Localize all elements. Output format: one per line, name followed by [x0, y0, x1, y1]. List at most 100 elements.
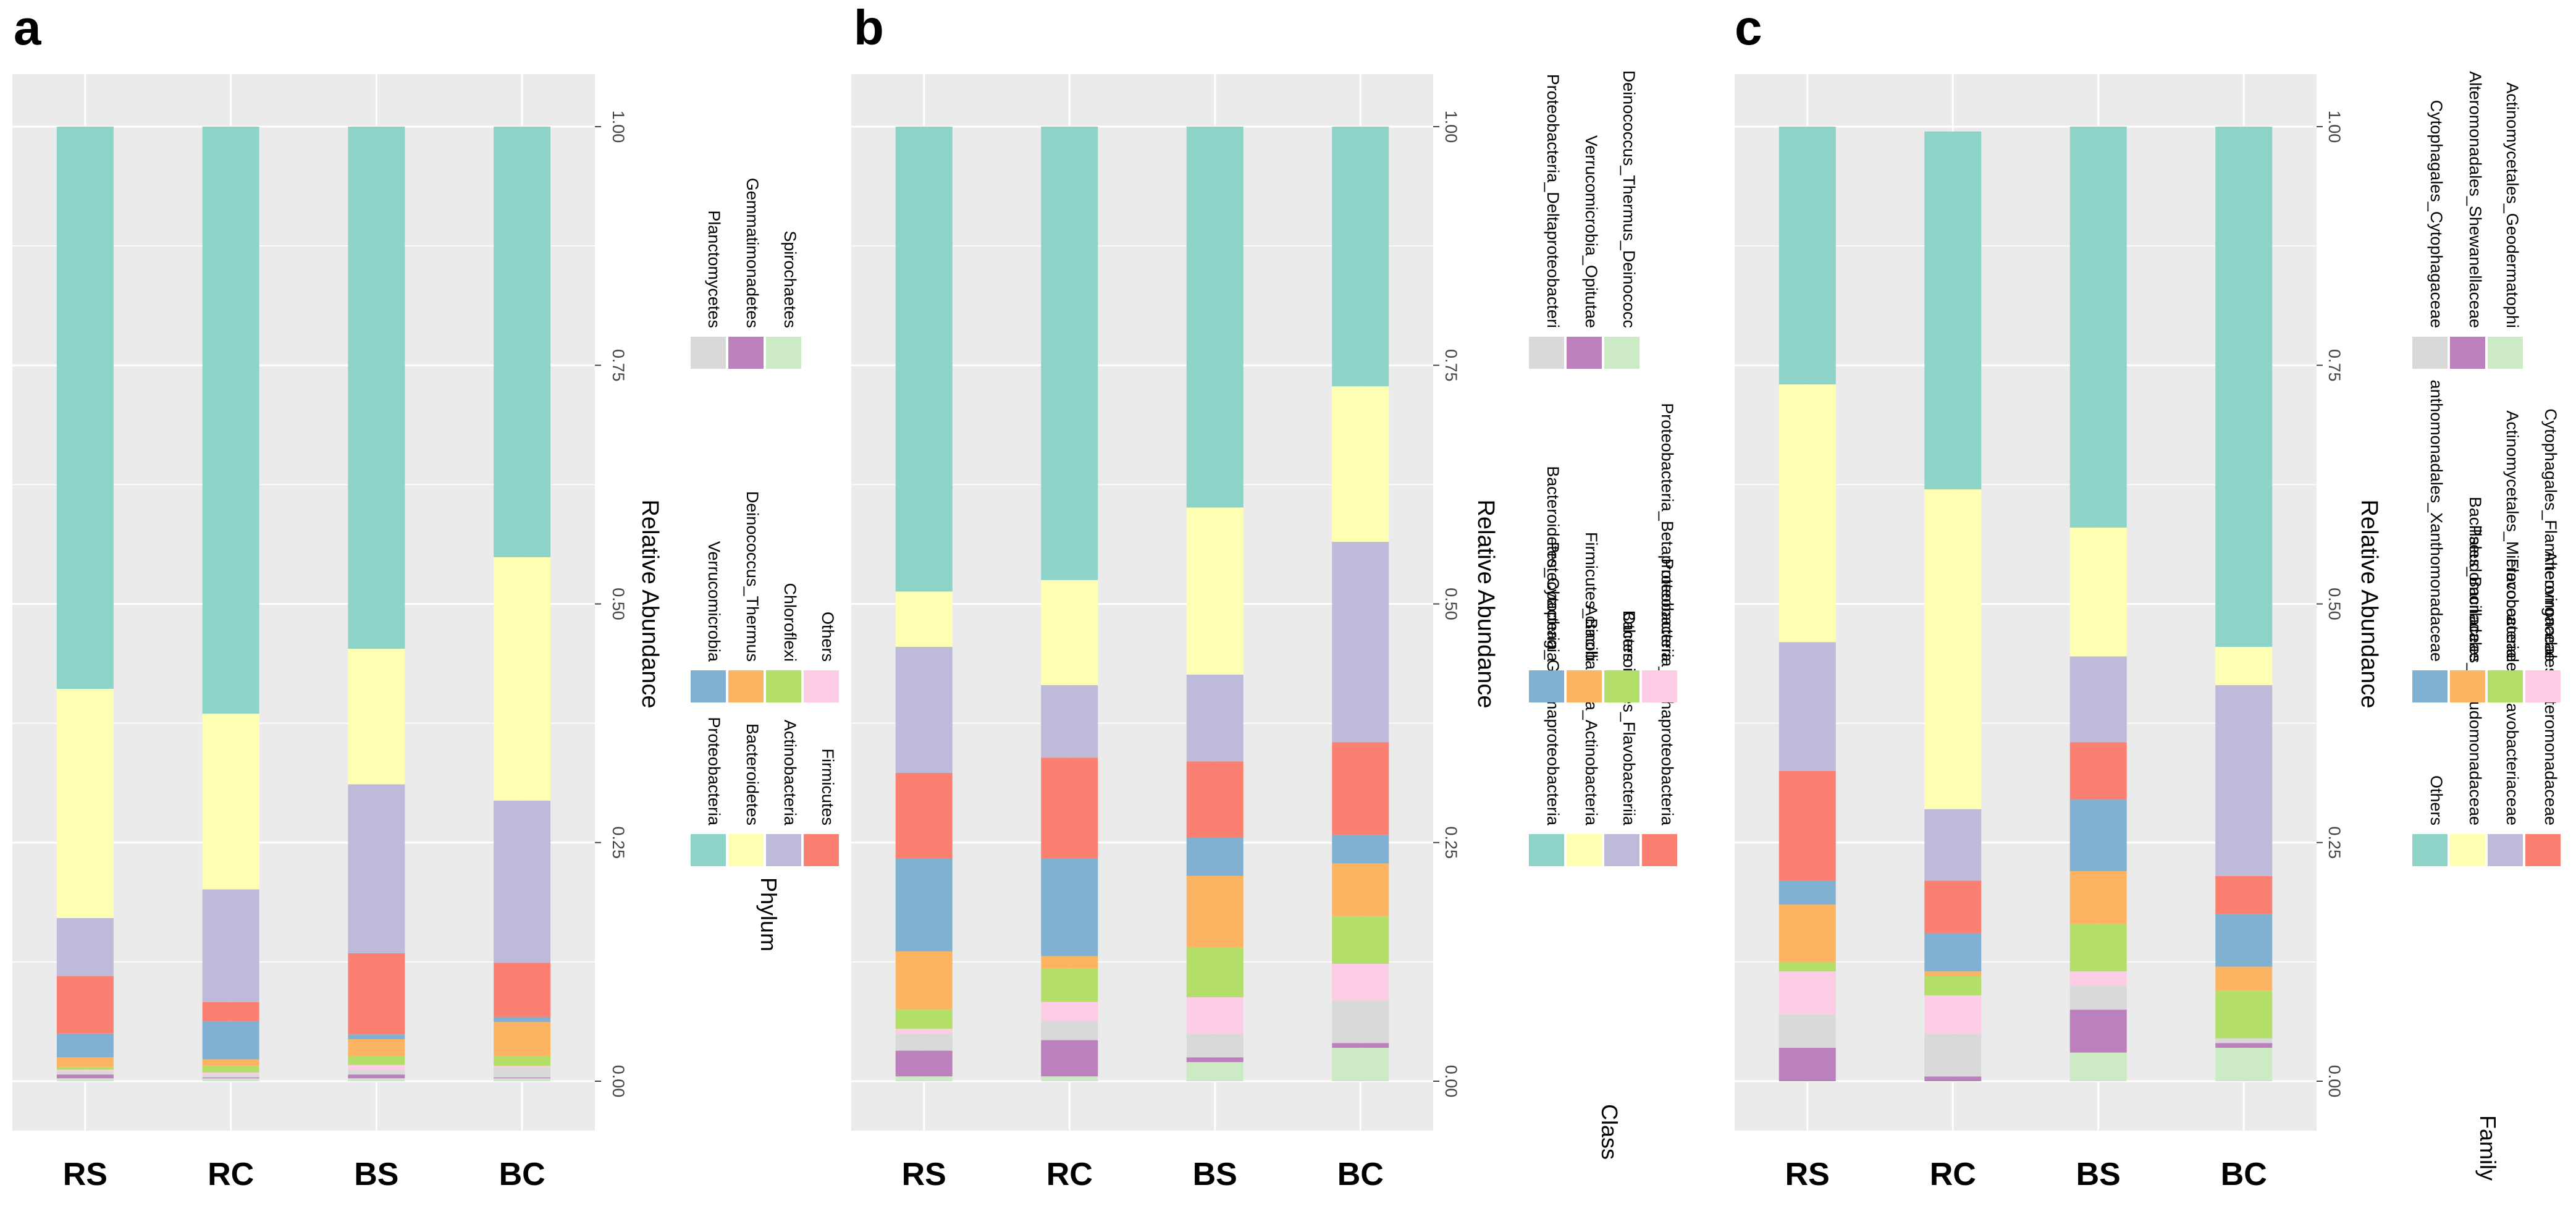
sample-label: BS [2076, 1157, 2121, 1192]
sample-label: BS [354, 1157, 398, 1192]
legend-swatch [728, 670, 764, 702]
bar-segment-RS-Cytophagales_Flammeovirgaceae [1778, 971, 1836, 1014]
y-axis-title: Relative Abundance [637, 499, 663, 708]
chart-panel-b: b RS RC BS BC 0.00 0.25 0.50 0.75 1.00 Relative Ab… [851, 0, 1677, 1192]
sample-label: RC [208, 1157, 254, 1192]
bar-segment-BC-Others [494, 1066, 551, 1068]
y-tick-label: 0.25 [2325, 826, 2344, 859]
y-tick-label: 1.00 [609, 111, 628, 143]
bar-segment-RS-Planctomycetes [56, 1071, 114, 1075]
bar-segment-RC-Deinococcus_Thermus [202, 1059, 259, 1066]
bar-segment-RC-Others [202, 1073, 259, 1075]
y-tick-label: 0.50 [609, 588, 628, 620]
legend-swatch [1604, 337, 1639, 369]
bar-segment-RS-Proteobacteria_Betaproteobacteria [895, 1029, 953, 1034]
legend-label: anthomonadales_Xanthomonadaceae [2427, 380, 2446, 662]
bar-segment-RC-Deinococcus_Thermus_Deinococci [1041, 1076, 1098, 1081]
bar-segment-RS-Others [56, 1069, 114, 1072]
legend-swatch [1642, 670, 1677, 702]
bar-segment-RS-Alteromonadales_Shewanellaceae [1778, 1047, 1836, 1081]
sample-label: BC [499, 1157, 545, 1192]
bar-segment-BC-Verrucomicrobia [494, 1017, 551, 1023]
bar-segment-RS-Flavobacteriales_Flavobacteriaceae [1778, 642, 1836, 771]
bar-segment-BC-Cytophagales_Cytophagaceae [2215, 1038, 2273, 1044]
bar-segment-RC-Gemmatimonadetes [202, 1077, 259, 1079]
bar-segment-BS-Cytophagales_Cytophagaceae [2069, 985, 2127, 1010]
bar-segment-RC-Others [1041, 968, 1098, 1002]
legend-label: Proteobacteria [705, 717, 723, 826]
bar-segment-BS-Verrucomicrobia_Opitutae [1186, 1057, 1244, 1063]
bar-segment-BC-Bacteroidetes [494, 557, 551, 801]
legend-swatch [1529, 834, 1564, 866]
bar-segment-RC-Cytophagales_Flammeovirgaceae [1924, 995, 1982, 1034]
y-axis-title: Relative Abundance [2356, 499, 2382, 708]
bar-segment-RC-Firmicutes_Bacilli [1041, 956, 1098, 969]
panel-label: b [854, 0, 884, 55]
legend-label: Others [1620, 612, 1638, 662]
legend-label: Actinobacteria [781, 720, 799, 826]
legend-swatch [2412, 834, 2448, 866]
bar-segment-BS-Actinobacteria [348, 784, 405, 953]
legend-swatch [2412, 337, 2448, 369]
y-tick-label: 0.50 [2325, 588, 2344, 620]
legend-swatch [1567, 337, 1602, 369]
bar-segment-RS-Actinomycetales_Micrococcaceae [1778, 961, 1836, 972]
bar-segment-RS-Deinococcus_Thermus_Deinococci [895, 1076, 953, 1081]
bar-segment-RS-Spirochaetes [56, 1078, 114, 1081]
y-tick-label: 0.75 [2325, 349, 2344, 382]
legend-swatch [691, 670, 726, 702]
legend-label: Verrucomicrobia [705, 541, 723, 662]
bar-segment-BS-Chloroflexi [348, 1056, 405, 1065]
legend-swatch [2488, 834, 2523, 866]
bar-segment-BC-Spirochaetes [494, 1078, 551, 1081]
bar-segment-BS-anthomonadales_Xanthomonadaceae [2069, 799, 2127, 872]
bar-segment-BC-Firmicutes_Bacilli [1332, 863, 1389, 916]
bar-segment-BC-Proteobacteria_Betaproteobacteria [1332, 963, 1389, 1000]
bar-segment-BS-Bacteroidetes_Cytophagia [1186, 838, 1244, 876]
bar-segment-BC-Flavobacteriales_Flavobacteriaceae [2215, 685, 2273, 876]
legend: ClassProteobacteria_GammaproteobacteriaA… [1529, 70, 1677, 1160]
bar-segment-BC-Proteobacteria_Deltaproteobacteria [1332, 1000, 1389, 1044]
sample-label: BS [1193, 1157, 1237, 1192]
sample-label: RS [63, 1157, 107, 1192]
bar-segment-BS-Proteobacteria_Deltaproteobacteria [1186, 1033, 1244, 1058]
legend-label: Actinomycetales_Geodermatophi [2503, 82, 2522, 328]
bar-segment-RC-Proteobacteria_Betaproteobacteria [1041, 1001, 1098, 1021]
legend-swatch [766, 834, 801, 866]
bar-segment-RC-Pseudomonadales_Pseudomonadaceae [1924, 489, 1982, 809]
legend-label: Others [819, 612, 837, 662]
legend-swatch [2450, 834, 2485, 866]
legend-label: Deinococcus_Thermus [743, 491, 762, 662]
y-tick-label: 0.75 [609, 349, 628, 382]
legend-swatch [1604, 834, 1639, 866]
bar-segment-BS-Deinococcus_Thermus_Deinococci [1186, 1062, 1244, 1081]
legend-label: Verrucomicrobia_Opitutae [1582, 135, 1601, 328]
bar-segment-RC-Actinomycetales_Micrococcaceae [1924, 976, 1982, 995]
y-axis-title: Relative Abundance [1473, 499, 1499, 708]
legend-title: Class [1597, 1104, 1622, 1160]
sample-label: BC [2221, 1157, 2267, 1192]
bar-segment-RS-Bacillales_Bacillaceae [1778, 904, 1836, 962]
bar-segment-RC-Bacteroidetes_Cytophagia [1041, 859, 1098, 956]
y-tick-label: 0.25 [1442, 826, 1460, 859]
legend-label: Actinobacteria_Actinobacteria [1582, 605, 1601, 826]
panel-label: a [14, 0, 41, 55]
bar-segment-BS-Firmicutes_Bacilli [1186, 875, 1244, 948]
bar-segment-RC-Proteobacteria_Deltaproteobacteria [1041, 1021, 1098, 1040]
legend-swatch [766, 670, 801, 702]
bar-segment-BS-Bacteroidetes_Flavobacteriia [1186, 674, 1244, 762]
legend-title: Phylum [756, 877, 781, 951]
bar-segment-BC-Bacillales_Bacillaceae [2215, 966, 2273, 991]
legend-label: Bacteroidetes_Flavobacteriia [1620, 610, 1638, 826]
bar-segment-BC-Proteobacteria [494, 127, 551, 557]
bar-segment-BC-Actinobacteria_Actinobacteria [1332, 386, 1389, 542]
bar-segment-BC-anthomonadales_Xanthomonadaceae [2215, 914, 2273, 967]
bar-segment-BS-Others [2069, 127, 2127, 528]
legend-swatch [1642, 834, 1677, 866]
bar-segment-BC-Others [2215, 127, 2273, 647]
legend-label: Bacteroidetes [743, 723, 762, 825]
y-tick-label: 0.00 [609, 1065, 628, 1098]
bar-segment-BS-Bacteroidetes [348, 649, 405, 785]
bar-segment-BS-Proteobacteria [348, 127, 405, 649]
